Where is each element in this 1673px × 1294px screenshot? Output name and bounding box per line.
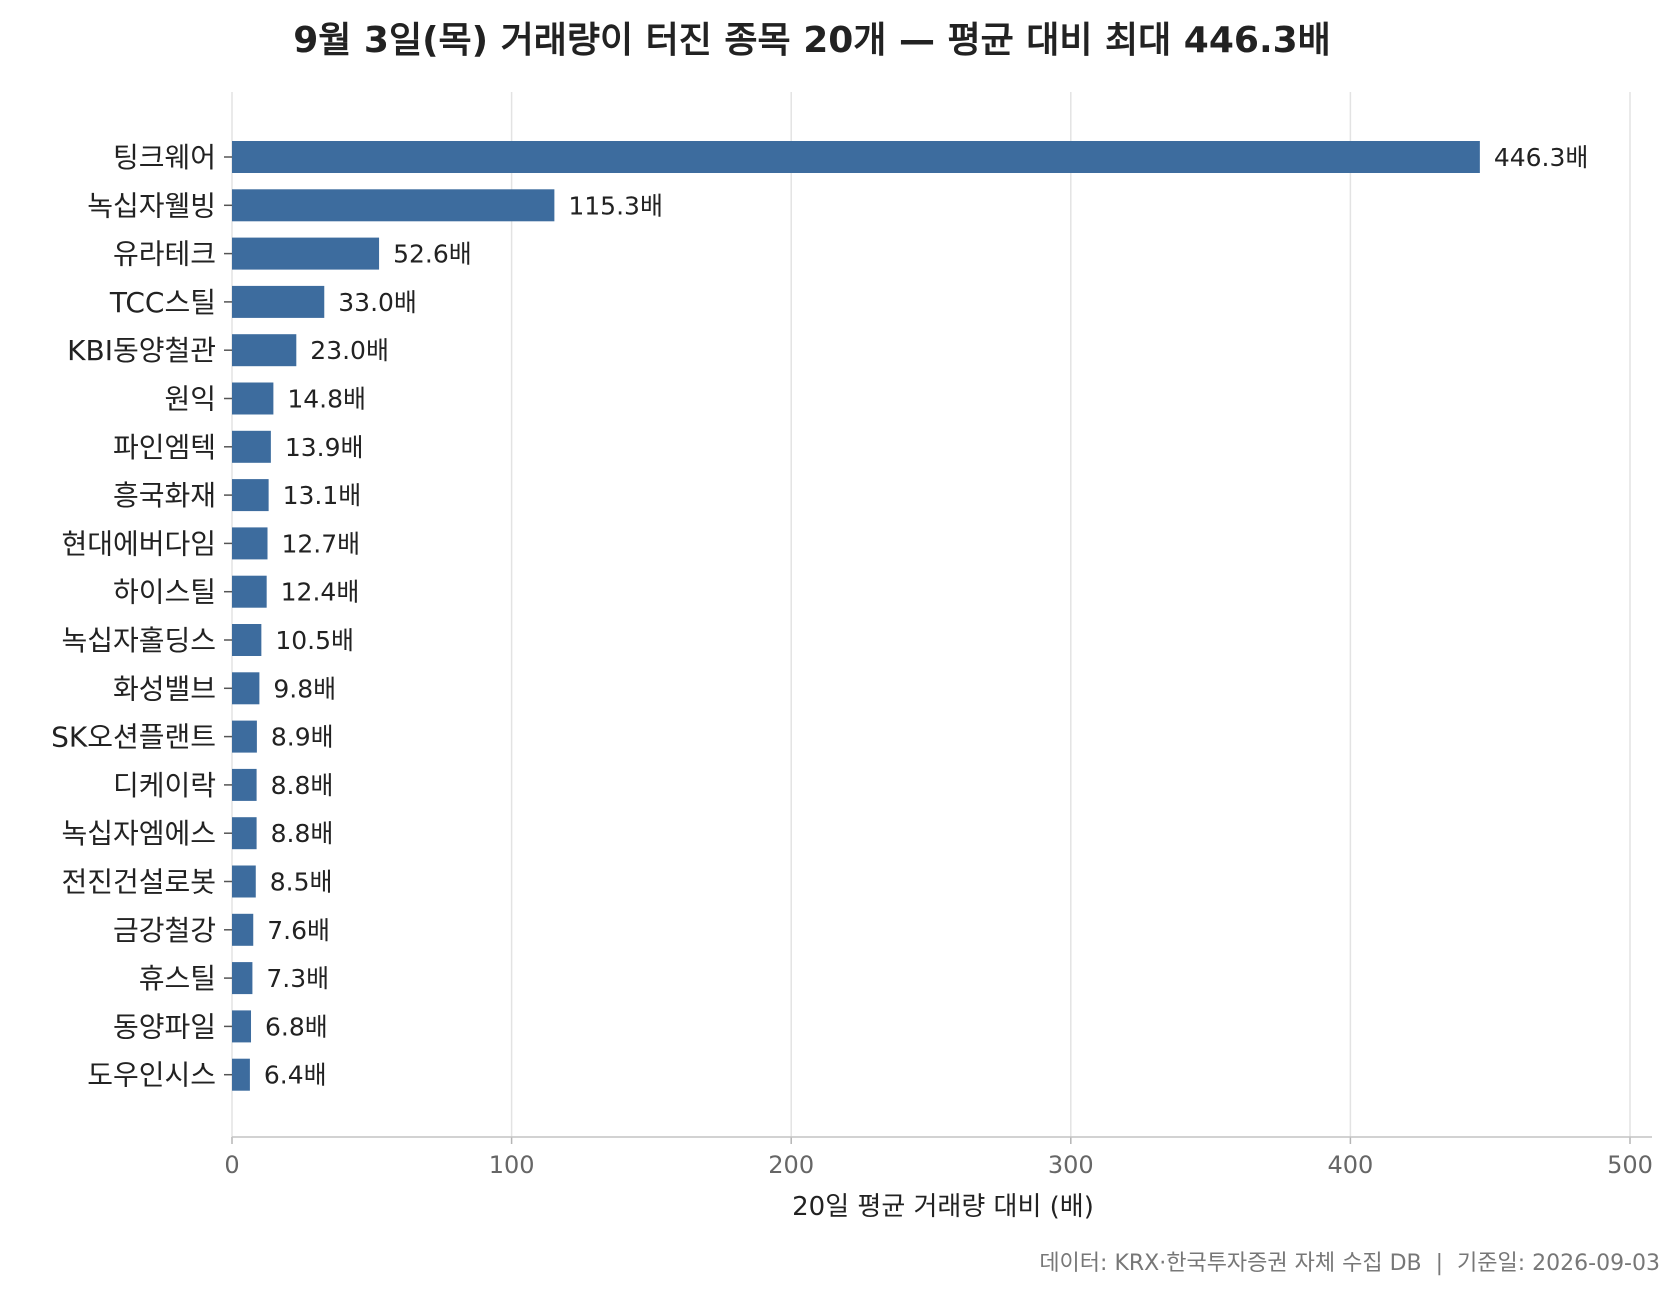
data-label-11: 10.5배 — [275, 626, 354, 655]
x-tick-label-0: 0 — [224, 1151, 239, 1179]
bar-19 — [232, 1010, 252, 1043]
data-label-5: 23.0배 — [310, 336, 389, 365]
bar-6 — [232, 382, 274, 415]
bar-20 — [232, 1058, 250, 1091]
bar-4 — [232, 285, 325, 318]
data-label-18: 7.3배 — [266, 964, 329, 993]
bar-11 — [232, 624, 262, 656]
category-label-10: 하이스틸 — [113, 576, 216, 609]
category-label-4: TCC스틸 — [109, 286, 216, 319]
category-label-8: 흥국화재 — [113, 479, 216, 512]
category-label-18: 휴스틸 — [139, 962, 216, 995]
category-label-11: 녹십자홀딩스 — [61, 624, 216, 657]
x-tick-label-200: 200 — [768, 1151, 814, 1179]
category-label-17: 금강철강 — [113, 914, 216, 947]
category-label-5: KBI동양철관 — [67, 334, 216, 367]
data-label-19: 6.8배 — [265, 1012, 328, 1041]
category-label-16: 전진건설로봇 — [61, 866, 216, 899]
data-label-15: 8.8배 — [271, 819, 334, 848]
data-label-13: 8.9배 — [271, 723, 334, 752]
category-label-19: 동양파일 — [113, 1010, 216, 1043]
bar-16 — [232, 865, 256, 898]
data-label-17: 7.6배 — [267, 916, 330, 945]
bar-2 — [232, 189, 555, 222]
bar-8 — [232, 479, 269, 512]
bar-10 — [232, 575, 267, 608]
category-label-13: SK오션플랜트 — [51, 721, 216, 754]
category-label-3: 유라테크 — [113, 238, 216, 271]
category-label-1: 팅크웨어 — [113, 141, 216, 174]
x-axis-title: 20일 평균 거래량 대비 (배) — [792, 1192, 1094, 1222]
bar-17 — [232, 913, 254, 946]
bar-1 — [232, 141, 1480, 173]
category-label-15: 녹십자엠에스 — [61, 817, 216, 850]
data-label-6: 14.8배 — [287, 385, 366, 414]
category-label-14: 디케이락 — [113, 769, 216, 802]
data-label-9: 12.7배 — [282, 529, 361, 558]
x-tick-label-300: 300 — [1048, 1151, 1094, 1179]
bar-15 — [232, 817, 257, 850]
bar-13 — [232, 720, 257, 753]
data-label-2: 115.3배 — [568, 191, 663, 220]
category-label-9: 현대에버다임 — [61, 527, 216, 560]
data-label-12: 9.8배 — [273, 674, 336, 703]
data-label-3: 52.6배 — [393, 240, 472, 269]
category-label-20: 도우인시스 — [87, 1059, 216, 1092]
data-label-10: 12.4배 — [281, 578, 360, 607]
bar-layer: 446.3배 115.3배 52.6배 33.0배 23.0배 14.8배 13.9배 13.… — [232, 141, 1588, 1091]
category-label-2: 녹십자웰빙 — [87, 189, 216, 222]
data-label-16: 8.5배 — [270, 868, 333, 897]
bar-5 — [232, 334, 297, 367]
bar-7 — [232, 430, 271, 463]
data-label-7: 13.9배 — [285, 433, 364, 462]
chart-title: 9월 3일(목) 거래량이 터진 종목 20개 — 평균 대비 최대 446.3… — [293, 20, 1331, 61]
data-label-1: 446.3배 — [1494, 143, 1589, 172]
source-note: 데이터: KRX·한국투자증권 자체 수집 DB | 기준일: 2026-09-… — [1039, 1251, 1660, 1276]
category-label-6: 원익 — [164, 383, 216, 416]
bar-12 — [232, 672, 260, 705]
bar-14 — [232, 768, 257, 801]
bar-18 — [232, 962, 253, 995]
data-label-14: 8.8배 — [271, 771, 334, 800]
x-tick-label-400: 400 — [1327, 1151, 1373, 1179]
data-label-4: 33.0배 — [338, 288, 417, 317]
x-tick-label-500: 500 — [1607, 1151, 1653, 1179]
bar-9 — [232, 527, 268, 560]
bar-3 — [232, 237, 380, 270]
x-tick-label-100: 100 — [489, 1151, 535, 1179]
data-label-8: 13.1배 — [283, 481, 362, 510]
category-label-7: 파인엠텍 — [113, 431, 216, 464]
data-label-20: 6.4배 — [264, 1061, 327, 1090]
category-label-12: 화성밸브 — [113, 672, 216, 705]
